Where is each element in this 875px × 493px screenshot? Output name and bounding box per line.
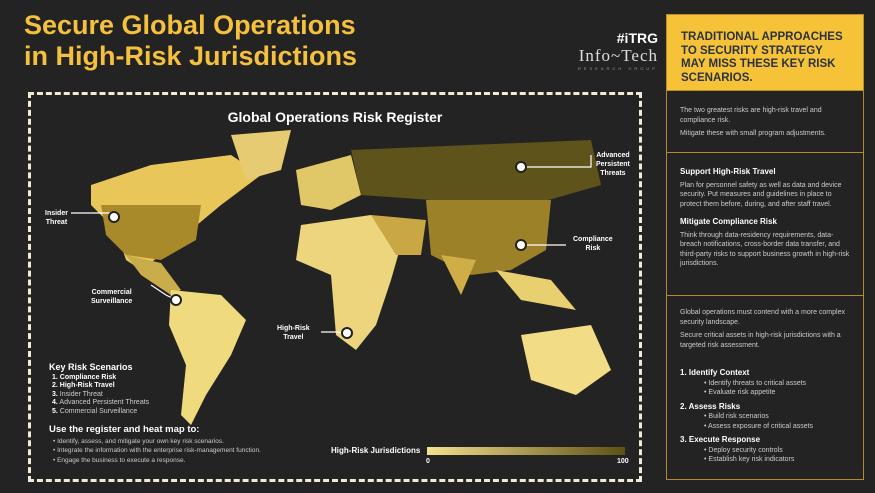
southeast-asia [496, 270, 576, 310]
key-risk-scenarios: Key Risk Scenarios 1. Compliance Risk 2.… [49, 363, 149, 416]
south-america [169, 290, 246, 425]
label-apt: Advanced Persistent Threats [596, 152, 630, 177]
section-title: Mitigate Compliance Risk [680, 217, 777, 226]
marker-high-risk-travel [341, 327, 353, 339]
marker-apt [515, 161, 527, 173]
usage-item: • Engage the business to execute a respo… [53, 456, 186, 464]
map-title: Global Operations Risk Register [227, 109, 443, 125]
legend-min: 0 [426, 458, 430, 465]
heat-legend: High-Risk Jurisdictions 0 100 [331, 446, 631, 466]
greenland [231, 130, 291, 180]
title-line: Secure Global Operations [24, 10, 356, 40]
key-item: 5. Commercial Surveillance [52, 407, 138, 415]
russia [351, 140, 601, 205]
recommendations-box: Support High-Risk Travel Plan for personn… [666, 153, 864, 296]
itrg-logo: #iTRG [616, 30, 658, 46]
key-item: 1. Compliance Risk [52, 373, 117, 381]
key-item: 4. Advanced Persistent Threats [52, 399, 150, 406]
world-map [91, 130, 611, 425]
legend-title: High-Risk Jurisdictions [331, 446, 421, 455]
infotech-logo: Info~Tech [578, 46, 658, 65]
key-item: 3. Insider Threat [52, 390, 103, 398]
usa [101, 205, 201, 260]
page-title: Secure Global Operations in High-Risk Jur… [24, 10, 357, 72]
intro-box: The two greatest risks are high-risk tra… [666, 91, 864, 153]
asia [426, 200, 551, 275]
marker-compliance-risk [515, 239, 527, 251]
key-title: Key Risk Scenarios [49, 362, 133, 372]
title-line: in High-Risk Jurisdictions [24, 41, 358, 71]
steps-box: Global operations must contend with a mo… [666, 296, 864, 480]
headline-box: TRADITIONAL APPROACHES TO SECURITY STRAT… [666, 14, 864, 91]
usage-list: Use the register and heat map to: • Iden… [49, 425, 261, 465]
label-commercial-surveillance: Commercial Surveillance [91, 289, 133, 305]
section-title: Support High-Risk Travel [680, 167, 776, 176]
logo: #iTRG Info~Tech RESEARCH GROUP [568, 30, 658, 71]
label-high-risk-travel: High-Risk Travel [277, 325, 310, 341]
europe [296, 155, 361, 210]
marker-insider-threat [108, 211, 120, 223]
central-america [126, 255, 181, 295]
right-panel: TRADITIONAL APPROACHES TO SECURITY STRAT… [666, 14, 864, 480]
label-insider-threat: Insider Threat [45, 210, 68, 226]
marker-commercial-surveillance [170, 294, 182, 306]
africa [296, 215, 401, 350]
usage-item: • Integrate the information with the ent… [53, 447, 261, 454]
legend-max: 100 [617, 458, 629, 465]
legend-gradient [427, 447, 625, 455]
australia [521, 325, 611, 395]
marker-layer [71, 155, 592, 339]
india [441, 255, 476, 295]
middle-east [371, 215, 426, 255]
key-item: 2. High-Risk Travel [52, 382, 115, 389]
label-compliance-risk: Compliance Risk [573, 236, 613, 252]
usage-item: • Identify, assess, and mitigate your ow… [53, 437, 224, 445]
logo-subtitle: RESEARCH GROUP [577, 66, 658, 71]
risk-map: Global Operations Risk Register Insider T… [28, 92, 642, 482]
usage-title: Use the register and heat map to: [49, 424, 200, 435]
